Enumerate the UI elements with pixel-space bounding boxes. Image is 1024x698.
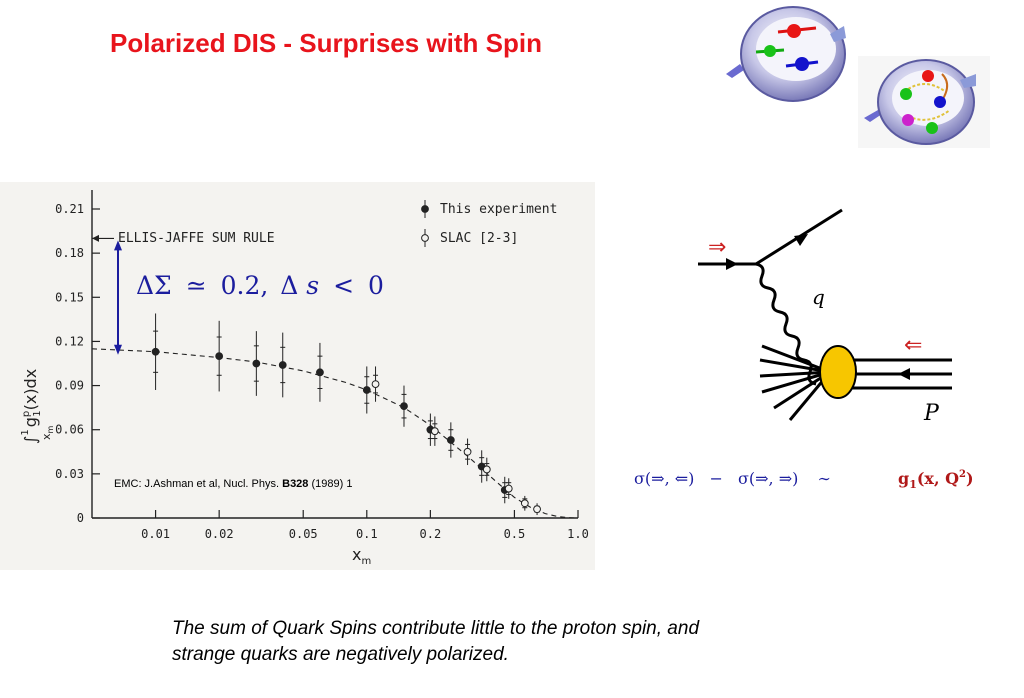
- data-point-slac: [520, 499, 529, 508]
- y-tick-label: 0.21: [55, 202, 84, 216]
- data-point-this-experiment: [316, 368, 324, 377]
- approx-symbol: ≃: [186, 271, 207, 300]
- x-tick-label: 0.02: [205, 527, 234, 541]
- beam-polarization-arrow-icon: ⇒: [708, 235, 726, 260]
- data-point-slac: [430, 427, 439, 436]
- data-point-this-experiment: [278, 361, 287, 369]
- y-tick-label: 0.12: [55, 334, 84, 348]
- legend-label-slac: SLAC [2-3]: [440, 231, 518, 246]
- chart-svg: 0 0.03 0.06 0.09 0.12 0.15 0.18 0.21 0.01 0.02 0.0…: [20, 190, 589, 567]
- y-tick-label: 0.09: [55, 379, 84, 393]
- q-label: q: [812, 285, 825, 309]
- chart-ticks: 0 0.03 0.06 0.09 0.12 0.15 0.18 0.21 0.01 0.02 0.0…: [55, 202, 589, 541]
- sum-rule-arrow-head: [92, 234, 99, 242]
- y-tick-label: 0.06: [55, 423, 84, 437]
- delta-sigma-value: 0.2,: [221, 271, 269, 300]
- emc-g1-integral-plot: 0 0.03 0.06 0.09 0.12 0.15 0.18 0.21 0.01 0.02 0.0…: [0, 182, 595, 570]
- delta-sigma-symbol: ΔΣ: [136, 271, 172, 300]
- chart-points: [151, 313, 541, 516]
- chart-legend: This experiment SLAC [2-3]: [440, 202, 557, 246]
- reference-prefix: EMC: J.Ashman et al, Nucl. Phys.: [114, 478, 282, 490]
- data-point-this-experiment: [252, 359, 261, 368]
- delta-sigma-annotation: ΔΣ ≃ 0.2, Δ s < 0: [136, 271, 384, 300]
- legend-marker-filled: [421, 205, 429, 213]
- x-tick-label: 0.01: [141, 527, 170, 541]
- data-point-this-experiment: [151, 347, 160, 356]
- data-point-this-experiment: [362, 386, 371, 394]
- g1-symbol: g: [898, 469, 909, 488]
- y-tick-label: 0: [77, 511, 84, 525]
- delta-sigma-arrow-icon: [114, 240, 122, 355]
- svg-text:g1(x, Q2): g1(x, Q2): [898, 469, 974, 491]
- x-tick-label: 0.05: [289, 527, 318, 541]
- cross-section-antiparallel: σ(⇒, ⇐): [634, 469, 694, 488]
- s-symbol: s: [306, 271, 319, 300]
- y-tick-label: 0.18: [55, 246, 84, 260]
- data-point-this-experiment: [446, 436, 455, 444]
- sum-rule-arrow-icon: [92, 234, 114, 242]
- data-point-this-experiment: [400, 402, 408, 411]
- proton-quarks-icon: [726, 6, 846, 102]
- less-than-symbol: <: [333, 271, 354, 300]
- proton-lines: [840, 358, 952, 390]
- data-point-slac: [533, 505, 541, 514]
- svg-text:σ(⇒, ⇐) − σ(⇒, ⇒): σ(⇒, ⇐) − σ(⇒, ⇒) ∼: [634, 469, 831, 488]
- hadronic-blob: [819, 345, 857, 399]
- svg-text:xm: xm: [40, 425, 55, 440]
- delta-arrow-head-up: [114, 240, 122, 251]
- y-tick-label: 0.15: [55, 290, 84, 304]
- photon-line: [755, 262, 817, 386]
- x-axis-label: xm: [352, 545, 371, 567]
- proton-gluons-icon: [858, 56, 990, 148]
- data-point-slac: [482, 465, 491, 474]
- sim-sign: ∼: [817, 469, 830, 488]
- legend-marker-open: [421, 234, 429, 242]
- dis-feynman-diagram: ⇒ q ⇐ P: [698, 208, 952, 426]
- minus-sign: −: [709, 469, 722, 488]
- fragment-lines: [759, 344, 832, 421]
- cross-section-parallel: σ(⇒, ⇒): [738, 469, 798, 488]
- caption-line-2: strange quarks are negatively polarized.: [172, 644, 509, 665]
- legend-markers: [421, 200, 429, 247]
- caption-line-1: The sum of Quark Spins contribute little…: [172, 618, 700, 639]
- page-title: Polarized DIS - Surprises with Spin: [110, 28, 542, 58]
- reference-suffix: (1989) 1: [311, 478, 352, 490]
- chart-axes: [91, 190, 578, 519]
- target-polarization-arrow-icon: ⇐: [904, 333, 922, 358]
- y-tick-label: 0.03: [55, 467, 84, 481]
- delta-arrow-head-down: [114, 344, 122, 355]
- slide-caption: The sum of Quark Spins contribute little…: [172, 616, 699, 668]
- zero-value: 0: [368, 271, 384, 300]
- x-tick-label: 1.0: [567, 527, 589, 541]
- x-tick-label: 0.2: [420, 527, 442, 541]
- legend-label-this-experiment: This experiment: [440, 202, 557, 217]
- data-point-slac: [504, 484, 513, 493]
- y-axis-label: ∫1gp1(x)dx xm: [20, 369, 55, 444]
- svg-text:∫1gp1(x)dx: ∫1gp1(x)dx: [20, 369, 43, 444]
- data-point-slac: [371, 380, 380, 389]
- data-point-slac: [463, 447, 472, 456]
- reference-volume: B328: [282, 478, 308, 490]
- x-tick-label: 0.1: [356, 527, 378, 541]
- data-point-this-experiment: [215, 352, 224, 361]
- x-tick-label: 0.5: [504, 527, 526, 541]
- p-label: P: [923, 401, 940, 426]
- reference-text: EMC: J.Ashman et al, Nucl. Phys. B328 (1…: [114, 478, 352, 490]
- asymmetry-formula: σ(⇒, ⇐) − σ(⇒, ⇒) ∼ g1(x, Q2): [634, 462, 1014, 506]
- delta-s-symbol: Δ: [280, 271, 298, 300]
- sum-rule-label: ELLIS-JAFFE SUM RULE: [118, 231, 275, 246]
